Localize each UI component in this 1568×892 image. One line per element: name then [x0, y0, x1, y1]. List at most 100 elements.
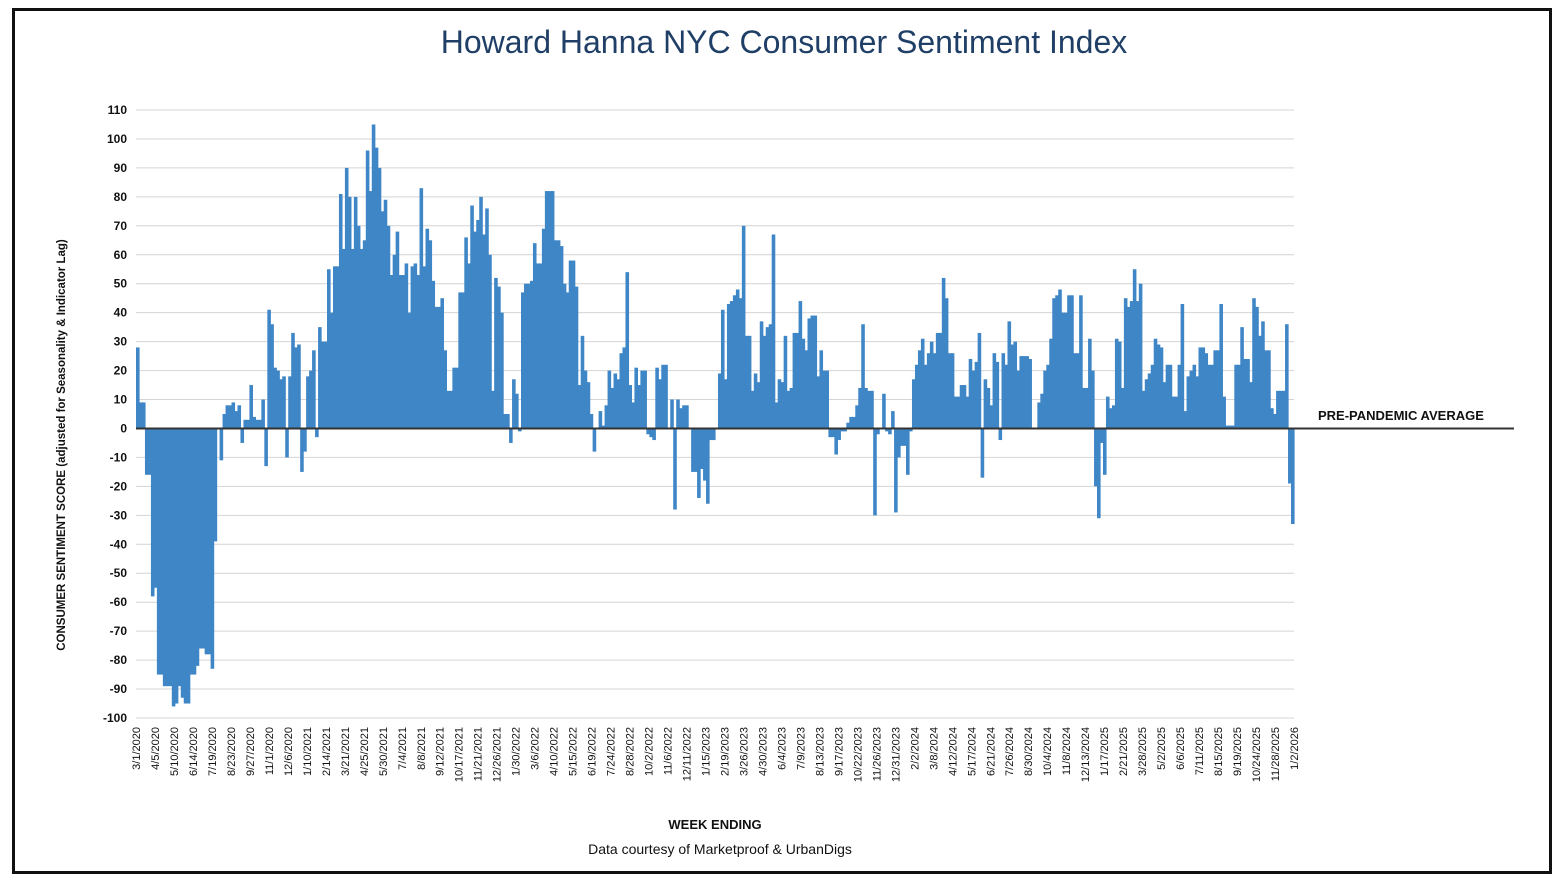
bar — [1234, 364, 1238, 429]
bar — [1252, 298, 1256, 429]
bar — [983, 379, 988, 429]
bar — [914, 364, 919, 429]
x-tick-label: 12/31/2023 — [890, 727, 902, 782]
bar — [255, 419, 259, 429]
bar — [929, 341, 934, 429]
bar — [1147, 373, 1152, 429]
bar — [822, 370, 827, 429]
bar — [267, 309, 271, 429]
bar — [162, 428, 167, 687]
bar — [1070, 295, 1074, 429]
bar — [741, 225, 746, 429]
x-tick-label: 1/2/2026 — [1289, 727, 1301, 770]
bar — [219, 428, 224, 461]
bar — [350, 248, 355, 429]
bar — [652, 428, 656, 441]
bar — [908, 428, 913, 432]
x-axis-ticks: 3/1/2020 4/5/2020 5/10/2020 6/14/2020 7/19/2… — [131, 727, 1301, 782]
bar — [607, 370, 612, 429]
bar — [762, 335, 767, 429]
bar — [1231, 425, 1235, 429]
bar — [136, 347, 140, 429]
bar — [1135, 301, 1140, 429]
bar — [682, 405, 686, 429]
bar — [870, 390, 874, 429]
bar — [147, 428, 152, 475]
bar — [846, 422, 850, 429]
bar — [407, 312, 412, 429]
bar — [521, 292, 525, 429]
bar — [1180, 303, 1185, 429]
bar — [962, 385, 967, 429]
x-tick-label: 3/21/2021 — [340, 727, 352, 776]
bar — [625, 272, 630, 429]
bar — [186, 428, 191, 704]
bar — [765, 327, 770, 429]
bar — [1291, 428, 1295, 525]
y-tick-label: 100 — [107, 132, 127, 146]
x-tick-label: 1/17/2025 — [1099, 727, 1111, 776]
x-tick-label: 3/1/2020 — [131, 727, 143, 770]
bar — [774, 402, 779, 429]
bar — [995, 361, 1000, 429]
bar — [506, 414, 510, 429]
x-tick-label: 4/10/2022 — [549, 727, 561, 776]
bar — [568, 260, 573, 429]
bar — [303, 428, 307, 452]
bar — [947, 353, 952, 429]
bar — [377, 167, 382, 429]
bar — [640, 370, 644, 429]
bar — [180, 428, 185, 698]
bar — [888, 428, 892, 435]
bar — [1097, 428, 1101, 519]
bar — [998, 428, 1003, 441]
bar — [252, 416, 256, 429]
bar — [491, 390, 495, 429]
y-tick-label: 90 — [114, 161, 128, 175]
bar — [1019, 356, 1024, 429]
bar — [1117, 341, 1122, 429]
bar — [831, 428, 835, 438]
x-tick-label: 12/26/2021 — [492, 727, 504, 782]
x-tick-label: 11/26/2023 — [871, 727, 883, 781]
bar — [1204, 353, 1209, 429]
bar — [1144, 379, 1149, 429]
bar — [1228, 425, 1232, 429]
bar — [825, 370, 830, 429]
bar — [938, 332, 943, 429]
bar — [1049, 338, 1053, 429]
bar — [1108, 408, 1113, 429]
bar — [759, 321, 764, 429]
bar — [723, 379, 728, 429]
bar — [231, 402, 236, 429]
x-tick-label: 11/8/2024 — [1061, 727, 1073, 775]
bar — [1007, 321, 1012, 429]
bar — [1073, 353, 1077, 429]
bar — [720, 309, 725, 429]
bar — [1150, 364, 1155, 429]
bar — [344, 167, 349, 429]
bar — [849, 416, 853, 429]
x-tick-label: 8/28/2022 — [625, 727, 637, 776]
bar — [598, 411, 603, 429]
bar — [329, 312, 334, 429]
bar — [389, 275, 394, 429]
bar — [792, 332, 797, 429]
y-tick-label: 70 — [114, 219, 128, 233]
x-tick-label: 8/13/2023 — [814, 727, 826, 776]
x-tick-label: 5/10/2020 — [169, 727, 181, 776]
bar — [828, 428, 832, 438]
bar — [443, 350, 447, 429]
bar — [365, 150, 370, 429]
bar — [335, 266, 340, 429]
bar — [144, 428, 149, 475]
bar — [986, 387, 991, 429]
bar — [661, 364, 665, 429]
x-tick-label: 10/17/2021 — [454, 727, 466, 782]
y-tick-label: 30 — [114, 335, 128, 349]
bar — [321, 341, 325, 429]
x-tick-label: 8/15/2025 — [1213, 727, 1225, 776]
bar — [1076, 353, 1080, 429]
x-tick-label: 2/14/2021 — [321, 727, 333, 776]
bar — [1079, 295, 1083, 429]
